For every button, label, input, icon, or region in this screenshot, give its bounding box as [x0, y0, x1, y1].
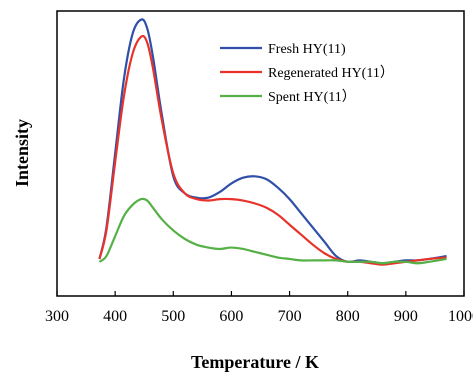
legend: Fresh HY(11) Regenerated HY(11） Spent HY(1… [220, 42, 394, 105]
series-lines [98, 18, 447, 266]
y-axis-title: Intensity [12, 119, 32, 187]
x-tick-label: 800 [336, 308, 360, 325]
x-tick-label: 300 [45, 308, 69, 325]
legend-label-0: Fresh HY(11) [268, 42, 346, 57]
x-tick-label: 900 [394, 308, 418, 325]
x-tick-label: 400 [103, 308, 127, 325]
series-line-1 [98, 34, 447, 266]
legend-label-2: Spent HY(11） [268, 89, 356, 105]
x-tick-label: 1000 [448, 308, 473, 325]
x-tick-label: 700 [278, 308, 302, 325]
series-line-2 [98, 197, 447, 265]
legend-label-1: Regenerated HY(11） [268, 65, 394, 81]
x-axis-ticks [56, 291, 465, 296]
x-axis-tick-labels: 300 400 500 600 700 800 900 1000 [45, 308, 473, 325]
x-tick-label: 500 [161, 308, 185, 325]
x-axis-title: Temperature / K [191, 352, 319, 372]
x-tick-label: 600 [219, 308, 243, 325]
plot-frame [56, 10, 465, 297]
